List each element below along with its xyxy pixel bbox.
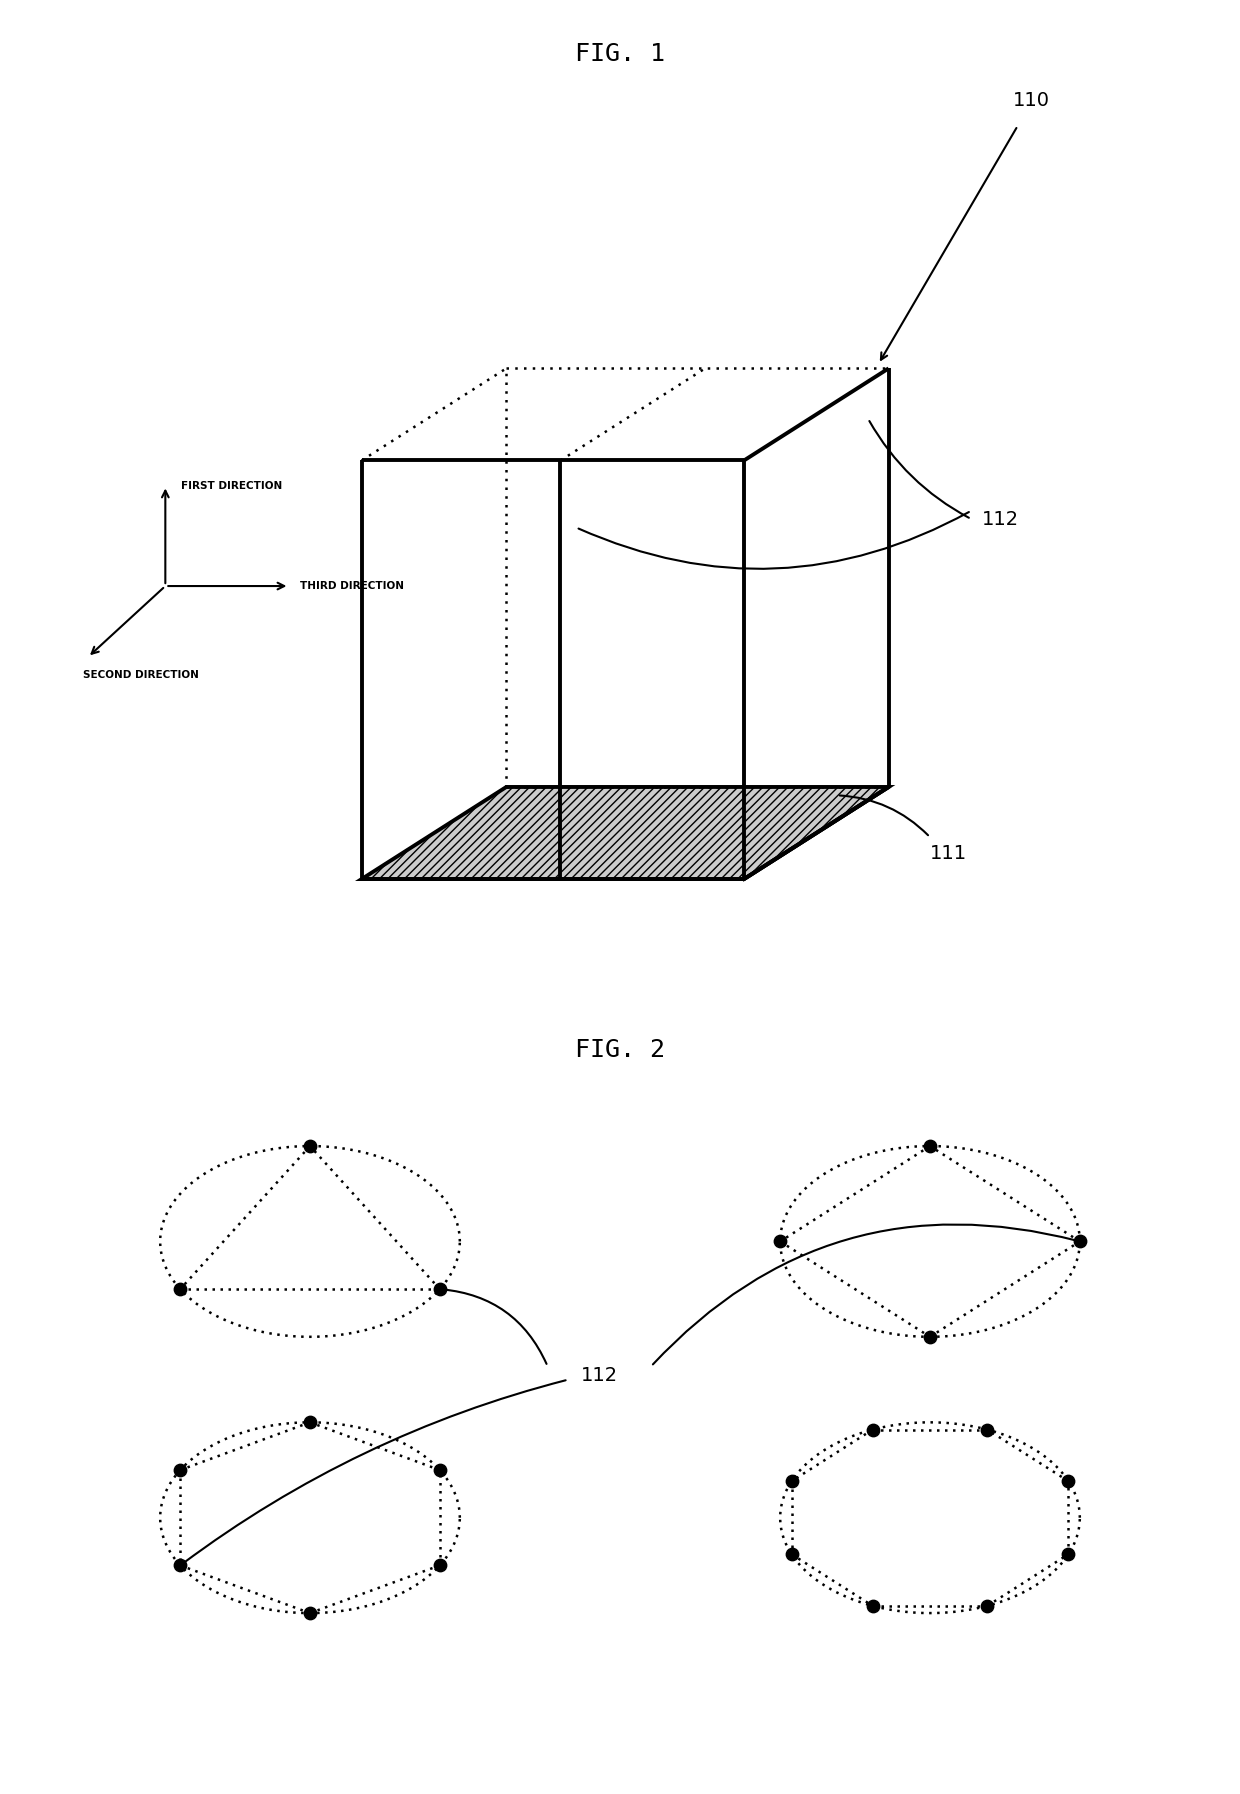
Text: 111: 111 <box>930 845 967 863</box>
Text: FIG. 1: FIG. 1 <box>575 41 665 66</box>
Point <box>430 1552 450 1581</box>
Text: 112: 112 <box>580 1367 618 1385</box>
Point <box>1059 1467 1079 1496</box>
Text: THIRD DIRECTION: THIRD DIRECTION <box>300 581 404 590</box>
Point <box>170 1455 190 1484</box>
Polygon shape <box>362 788 889 879</box>
Point <box>170 1276 190 1304</box>
Text: 112: 112 <box>982 509 1019 529</box>
Point <box>863 1415 883 1444</box>
Text: FIG. 2: FIG. 2 <box>575 1037 665 1062</box>
Point <box>781 1539 801 1568</box>
Point <box>430 1455 450 1484</box>
Point <box>920 1132 940 1161</box>
Point <box>430 1276 450 1304</box>
Text: 110: 110 <box>1013 91 1050 109</box>
Point <box>170 1552 190 1581</box>
Point <box>300 1598 320 1627</box>
Point <box>300 1132 320 1161</box>
Point <box>863 1591 883 1620</box>
Point <box>977 1591 997 1620</box>
Point <box>781 1467 801 1496</box>
Text: SECOND DIRECTION: SECOND DIRECTION <box>83 669 198 680</box>
Polygon shape <box>744 368 889 879</box>
Point <box>300 1408 320 1437</box>
Point <box>920 1322 940 1351</box>
Text: FIRST DIRECTION: FIRST DIRECTION <box>181 481 281 490</box>
Point <box>977 1415 997 1444</box>
Point <box>770 1227 790 1256</box>
Point <box>1059 1539 1079 1568</box>
Point <box>1070 1227 1090 1256</box>
